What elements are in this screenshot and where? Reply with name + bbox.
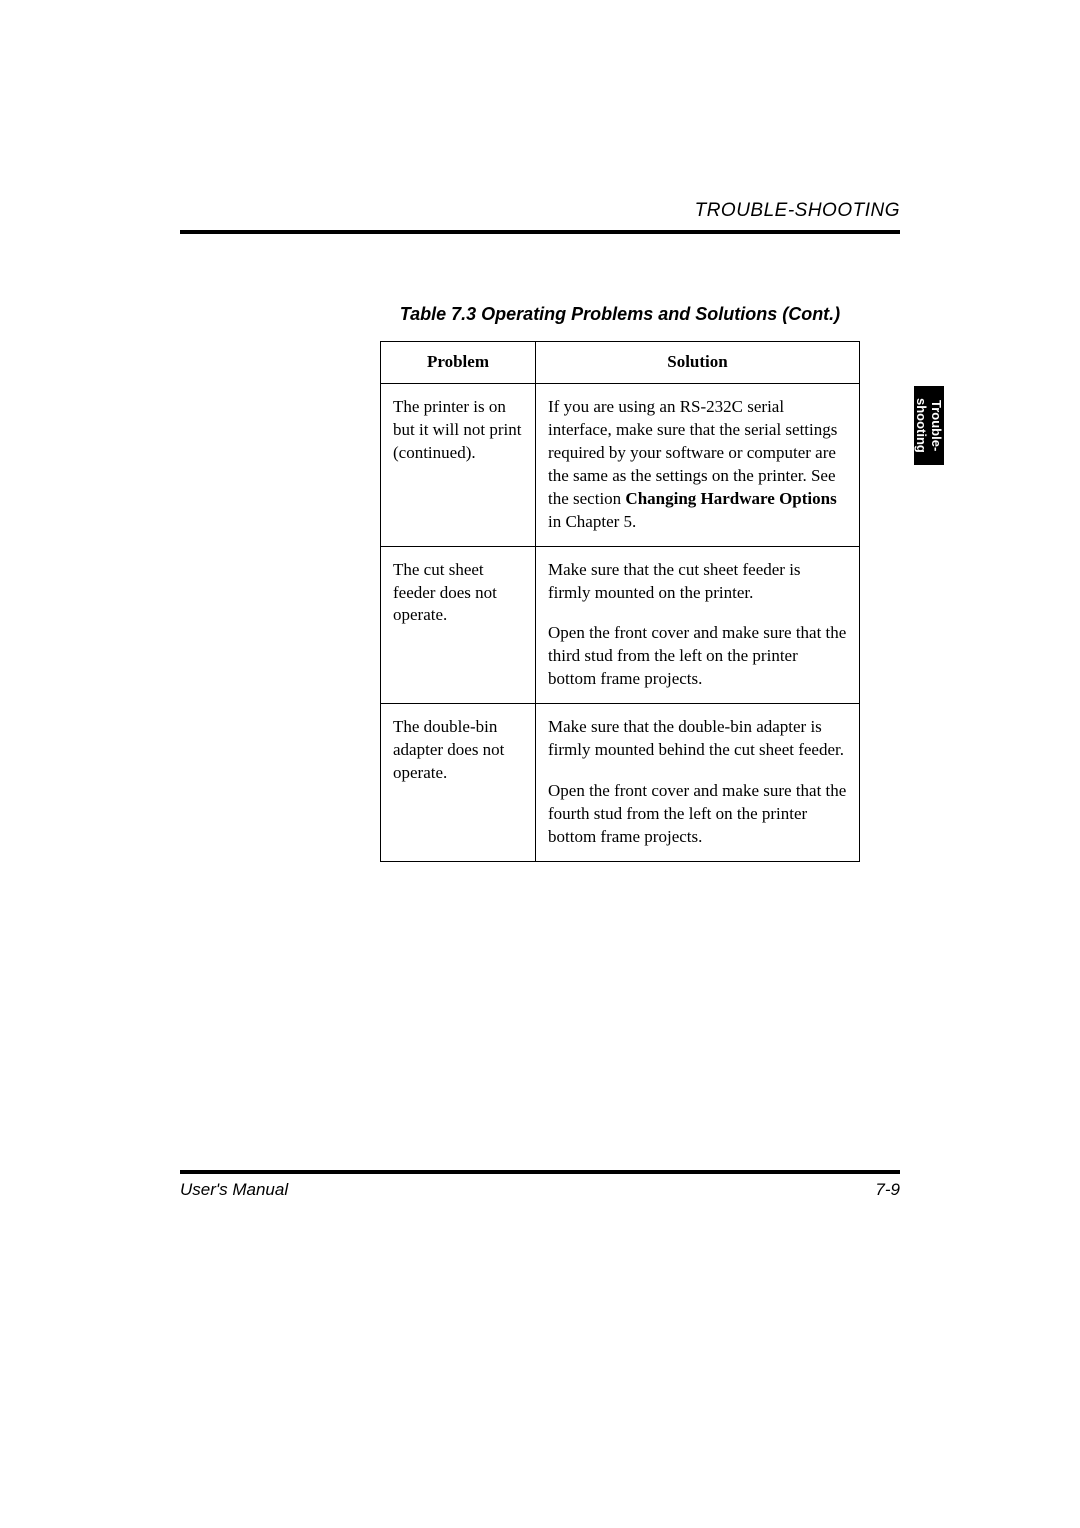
table-header-row: Problem Solution: [381, 342, 860, 384]
side-tab-line: Trouble-: [930, 400, 943, 451]
solution-paragraph: Make sure that the double-bin adapter is…: [548, 716, 847, 762]
footer-left: User's Manual: [180, 1180, 288, 1200]
page-content: TROUBLE-SHOOTING Table 7.3 Operating Pro…: [180, 200, 900, 1200]
table-row: The double-bin adapter does not operate.…: [381, 704, 860, 862]
running-head: TROUBLE-SHOOTING: [180, 200, 900, 222]
footer-row: User's Manual 7-9: [180, 1180, 900, 1200]
solution-cell: Make sure that the double-bin adapter is…: [536, 704, 860, 862]
col-header-solution: Solution: [536, 342, 860, 384]
solution-paragraph: Open the front cover and make sure that …: [548, 622, 847, 691]
side-tab: shooting Trouble-: [914, 386, 944, 465]
solution-paragraph: Open the front cover and make sure that …: [548, 780, 847, 849]
page-footer: User's Manual 7-9: [180, 1170, 900, 1200]
col-header-problem: Problem: [381, 342, 536, 384]
footer-rule: [180, 1170, 900, 1174]
table-row: The cut sheet feeder does not operate. M…: [381, 546, 860, 704]
solution-cell: If you are using an RS-232C serial inter…: [536, 383, 860, 546]
table-row: The printer is on but it will not print …: [381, 383, 860, 546]
problem-cell: The double-bin adapter does not operate.: [381, 704, 536, 862]
table-caption: Table 7.3 Operating Problems and Solutio…: [380, 304, 860, 325]
troubleshooting-table: Problem Solution The printer is on but i…: [380, 341, 860, 862]
problem-cell: The cut sheet feeder does not operate.: [381, 546, 536, 704]
solution-text-post: in Chapter 5.: [548, 512, 636, 531]
solution-cell: Make sure that the cut sheet feeder is f…: [536, 546, 860, 704]
solution-text-bold: Changing Hardware Options: [625, 489, 836, 508]
solution-paragraph: Make sure that the cut sheet feeder is f…: [548, 559, 847, 605]
footer-right: 7-9: [875, 1180, 900, 1200]
header-rule: [180, 230, 900, 234]
problem-cell: The printer is on but it will not print …: [381, 383, 536, 546]
side-tab-line: shooting: [915, 398, 928, 453]
